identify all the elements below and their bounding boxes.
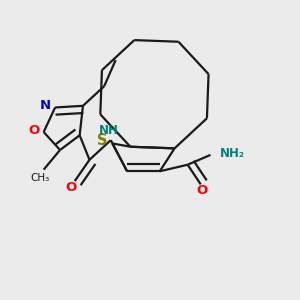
Text: NH: NH <box>99 124 119 137</box>
Text: N: N <box>40 99 51 112</box>
Text: O: O <box>197 184 208 197</box>
Text: O: O <box>28 124 40 137</box>
Text: O: O <box>66 181 77 194</box>
Text: CH₃: CH₃ <box>31 173 50 183</box>
Text: NH₂: NH₂ <box>220 147 245 160</box>
Text: S: S <box>97 133 108 148</box>
